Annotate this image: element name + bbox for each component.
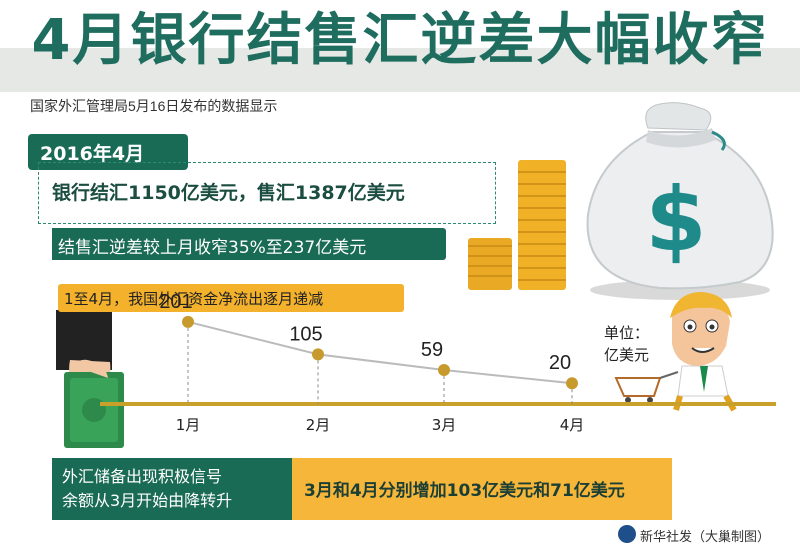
page-title: 4月银行结售汇逆差大幅收窄 [31, 8, 769, 73]
unit-label-line-1: 单位： [604, 324, 650, 342]
chart-banner [58, 284, 404, 312]
data-point [312, 348, 324, 361]
reserve-increase-box: 3月和4月分别增加103亿美元和71亿美元 [292, 458, 672, 520]
x-tick-label: 4月 [560, 416, 585, 434]
subtitle: 国家外汇管理局5月16日发布的数据显示 [30, 98, 278, 114]
title-band [0, 0, 800, 92]
xinhua-logo-icon [618, 525, 636, 543]
data-label: 105 [289, 323, 322, 345]
stats-line-1: 银行结汇1150亿美元，售汇1387亿美元 [52, 182, 405, 204]
x-tick-label: 1月 [176, 416, 201, 434]
data-point [566, 377, 578, 390]
line-chart: 201 1月 105 2月 59 3月 20 4月 [100, 291, 776, 434]
reserve-signal-line-1: 外汇储备出现积极信号 [62, 467, 223, 486]
data-label: 59 [421, 339, 443, 361]
series-line [187, 320, 573, 385]
data-label: 20 [549, 352, 571, 374]
period-badge: 2016年4月 [28, 134, 188, 170]
svg-text:$: $ [645, 168, 706, 271]
x-tick-label: 3月 [432, 416, 457, 434]
data-label: 201 [159, 291, 192, 313]
stats-box [38, 162, 496, 224]
credit: 新华社发（大巢制图） [640, 530, 771, 545]
chart-banner-text: 1至4月，我国外汇资金净流出逐月递减 [64, 290, 324, 308]
data-point [438, 363, 450, 376]
unit-label-line-2: 亿美元 [604, 346, 650, 364]
stats-line-2: 结售汇逆差较上月收窄35%至237亿美元 [58, 238, 367, 258]
stats-line-2-band [52, 228, 446, 260]
reserve-signal-box: 外汇储备出现积极信号 余额从3月开始由降转升 [52, 458, 292, 520]
unit-label: 单位： 亿美元 [604, 322, 649, 366]
reserve-signal-line-2: 余额从3月开始由降转升 [62, 491, 233, 510]
money-bag-icon: $ [586, 102, 774, 300]
data-point [182, 315, 194, 328]
x-tick-label: 2月 [306, 416, 331, 434]
